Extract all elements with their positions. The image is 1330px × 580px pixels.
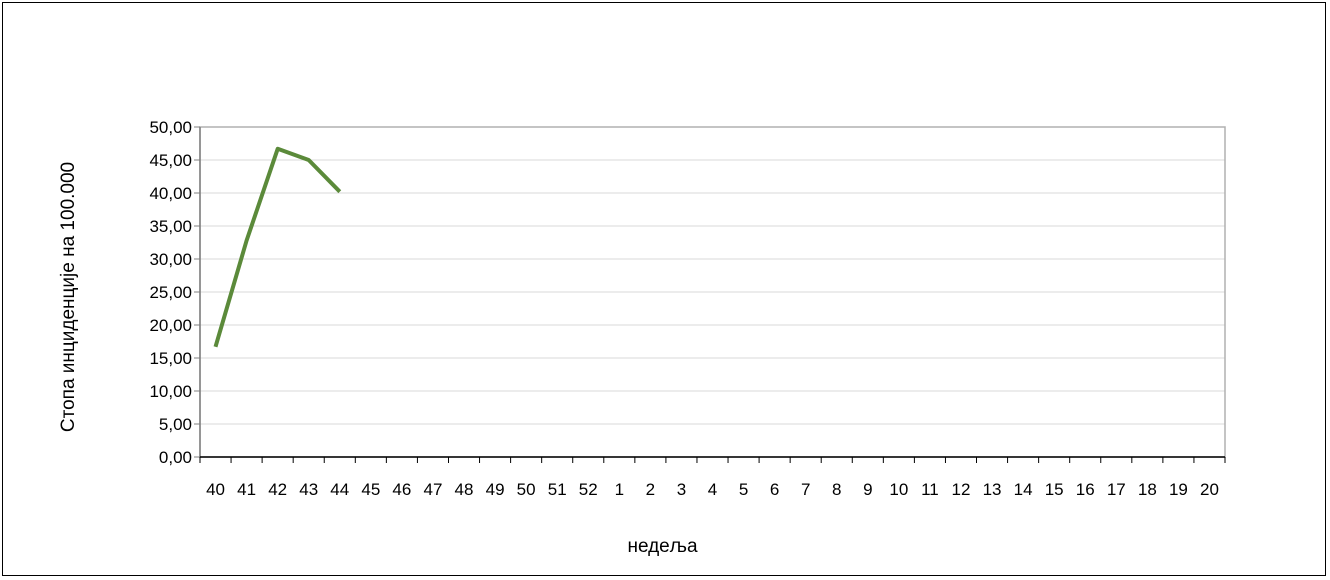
x-tick-label: 5 xyxy=(739,480,748,499)
x-tick-label: 46 xyxy=(392,480,411,499)
x-tick-label: 17 xyxy=(1107,480,1126,499)
x-tick-label: 14 xyxy=(1014,480,1033,499)
y-tick-label: 0,00 xyxy=(159,448,192,467)
x-tick-label: 52 xyxy=(579,480,598,499)
y-axis-title: Стопа инциденције на 100.000 xyxy=(58,162,79,432)
y-tick-label: 20,00 xyxy=(149,316,192,335)
x-tick-label: 50 xyxy=(517,480,536,499)
x-tick-label: 6 xyxy=(770,480,779,499)
x-tick-label: 48 xyxy=(455,480,474,499)
axes xyxy=(194,126,1226,463)
y-tick-label: 25,00 xyxy=(149,283,192,302)
y-tick-label: 10,00 xyxy=(149,382,192,401)
x-tick-label: 51 xyxy=(548,480,567,499)
x-tick-label: 10 xyxy=(889,480,908,499)
x-tick-label: 47 xyxy=(423,480,442,499)
y-tick-label: 30,00 xyxy=(149,250,192,269)
x-tick-label: 41 xyxy=(237,480,256,499)
x-tick-label: 1 xyxy=(615,480,624,499)
x-tick-label: 43 xyxy=(299,480,318,499)
x-tick-label: 40 xyxy=(206,480,225,499)
y-tick-labels: 0,00 5,00 10,00 15,00 20,00 25,00 30,00 35,00 40… xyxy=(149,118,192,467)
x-tick-label: 20 xyxy=(1200,480,1219,499)
x-tick-label: 12 xyxy=(952,480,971,499)
x-tick-label: 8 xyxy=(832,480,841,499)
y-tick-label: 50,00 xyxy=(149,118,192,137)
y-tick-label: 45,00 xyxy=(149,151,192,170)
y-tick-label: 15,00 xyxy=(149,349,192,368)
series-line xyxy=(213,146,342,348)
x-tick-label: 49 xyxy=(486,480,505,499)
gridlines xyxy=(200,159,1225,425)
x-tick-label: 42 xyxy=(268,480,287,499)
x-tick-labels: 40 41 42 43 44 45 46 47 48 49 50 51 52 1 2 3 4 5 6 7 8 9 10 11 1… xyxy=(206,480,1219,499)
x-tick-label: 4 xyxy=(708,480,717,499)
x-tick-label: 9 xyxy=(863,480,872,499)
x-tick-label: 2 xyxy=(646,480,655,499)
y-tick-label: 35,00 xyxy=(149,217,192,236)
x-tick-label: 16 xyxy=(1076,480,1095,499)
x-tick-label: 13 xyxy=(983,480,1002,499)
series-layer xyxy=(213,146,342,348)
x-tick-label: 44 xyxy=(330,480,349,499)
x-tick-label: 18 xyxy=(1138,480,1157,499)
x-tick-label: 15 xyxy=(1045,480,1064,499)
x-tick-label: 3 xyxy=(677,480,686,499)
x-tick-label: 11 xyxy=(921,480,939,499)
y-tick-label: 5,00 xyxy=(159,415,192,434)
x-axis-title: недеља xyxy=(627,536,698,557)
x-tick-label: 7 xyxy=(801,480,810,499)
x-tick-label: 45 xyxy=(361,480,380,499)
y-tick-label: 40,00 xyxy=(149,184,192,203)
x-tick-label: 19 xyxy=(1169,480,1188,499)
